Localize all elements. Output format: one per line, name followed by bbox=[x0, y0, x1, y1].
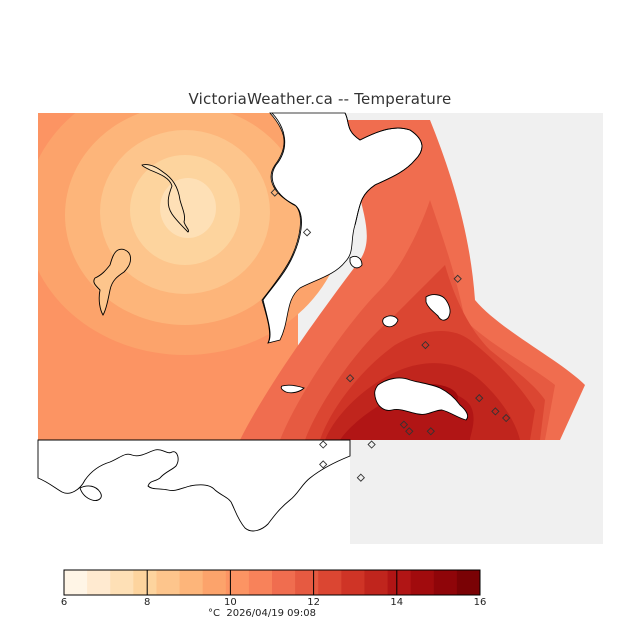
colorbar-tick-label: 12 bbox=[307, 597, 320, 608]
colorbar-tick-label: 16 bbox=[473, 597, 487, 608]
station-marker bbox=[475, 393, 484, 403]
station-marker bbox=[319, 460, 328, 469]
colorbar-swatch bbox=[364, 570, 389, 595]
colorbar-tick-label: 14 bbox=[390, 597, 404, 608]
colorbar-tick-label: 8 bbox=[144, 597, 151, 608]
station-marker bbox=[399, 420, 409, 429]
colorbar-swatch bbox=[456, 570, 481, 595]
southern-landmass bbox=[37, 439, 351, 532]
station-marker bbox=[356, 473, 365, 482]
station-marker bbox=[421, 340, 430, 350]
colorbar-tick-label: 10 bbox=[224, 597, 237, 608]
colorbar-swatch bbox=[87, 570, 111, 595]
station-markers bbox=[270, 188, 511, 482]
colorbar-tick-label: 6 bbox=[60, 597, 68, 608]
colorbar-swatch bbox=[341, 570, 365, 595]
colorbar-swatch bbox=[272, 570, 296, 595]
colorbar-swatch bbox=[156, 570, 181, 595]
station-marker bbox=[491, 407, 500, 416]
colorbar bbox=[63, 569, 481, 596]
colorbar-swatch bbox=[410, 570, 435, 595]
colorbar-swatch bbox=[179, 570, 204, 595]
colorbar-swatch bbox=[433, 570, 458, 595]
station-marker bbox=[426, 427, 435, 436]
station-marker bbox=[345, 374, 355, 383]
station-marker bbox=[502, 413, 511, 423]
timestamp: 2026/04/19 09:08 bbox=[226, 608, 316, 619]
station-marker bbox=[270, 188, 279, 197]
station-marker bbox=[302, 228, 312, 237]
station-marker bbox=[367, 440, 376, 449]
colorbar-swatch bbox=[64, 570, 88, 595]
colorbar-swatch bbox=[225, 570, 250, 595]
station-marker bbox=[405, 427, 414, 436]
colorbar-swatch bbox=[318, 570, 342, 595]
station-marker bbox=[453, 274, 462, 283]
islands bbox=[280, 255, 469, 421]
colorbar-swatch bbox=[110, 570, 134, 595]
colorbar-swatch bbox=[133, 570, 157, 595]
colorbar-swatch bbox=[387, 570, 412, 595]
units-and-timestamp: °C 2026/04/19 09:08 bbox=[208, 608, 316, 619]
colorbar-swatch bbox=[248, 570, 273, 595]
colorbar-swatch bbox=[202, 570, 227, 595]
colorbar-swatch bbox=[295, 570, 319, 595]
units-label: °C bbox=[208, 608, 220, 619]
coastline bbox=[93, 112, 423, 344]
map-title: VictoriaWeather.ca -- Temperature bbox=[188, 90, 452, 108]
station-marker bbox=[319, 440, 328, 449]
